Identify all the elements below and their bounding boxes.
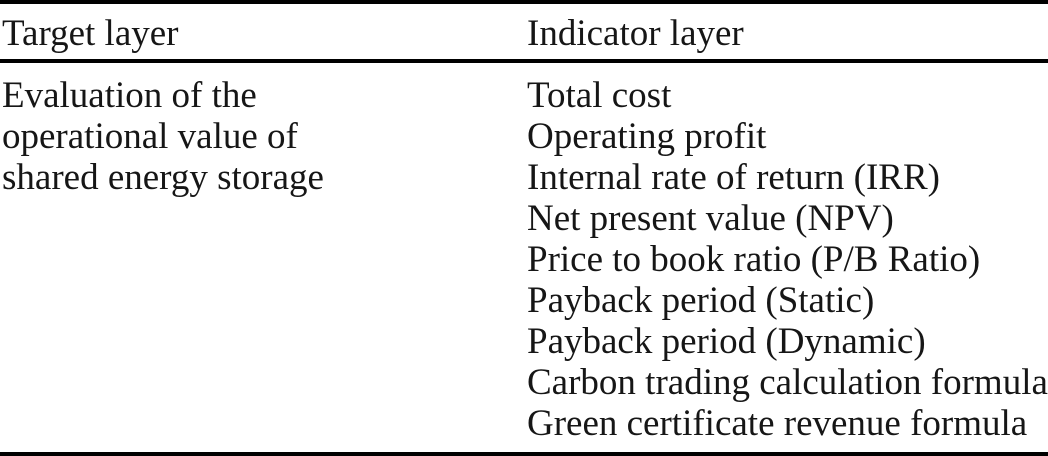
indicator-item: Internal rate of return (IRR) <box>527 157 940 198</box>
indicator-item: Operating profit <box>527 116 767 157</box>
column-header-target-layer: Target layer <box>2 13 179 54</box>
indicator-item: Payback period (Dynamic) <box>527 321 926 362</box>
indicator-item: Total cost <box>527 75 672 116</box>
target-layer-cell: Evaluation of the operational value of s… <box>0 75 527 444</box>
column-header-indicator-layer: Indicator layer <box>527 13 744 54</box>
indicator-item: Carbon trading calculation formula <box>527 362 1048 403</box>
indicator-item: Green certificate revenue formula <box>527 403 1028 444</box>
target-layer-line: operational value of <box>2 116 298 157</box>
indicator-item: Price to book ratio (P/B Ratio) <box>527 239 981 280</box>
target-layer-line: shared energy storage <box>2 157 324 198</box>
table-body-row: Evaluation of the operational value of s… <box>0 63 1048 452</box>
indicator-item: Payback period (Static) <box>527 280 875 321</box>
table-header-row: Target layer Indicator layer <box>0 4 1048 63</box>
indicator-item: Net present value (NPV) <box>527 198 894 239</box>
target-layer-line: Evaluation of the <box>2 75 257 116</box>
indicator-layer-cell: Total cost Operating profit Internal rat… <box>527 75 1048 444</box>
